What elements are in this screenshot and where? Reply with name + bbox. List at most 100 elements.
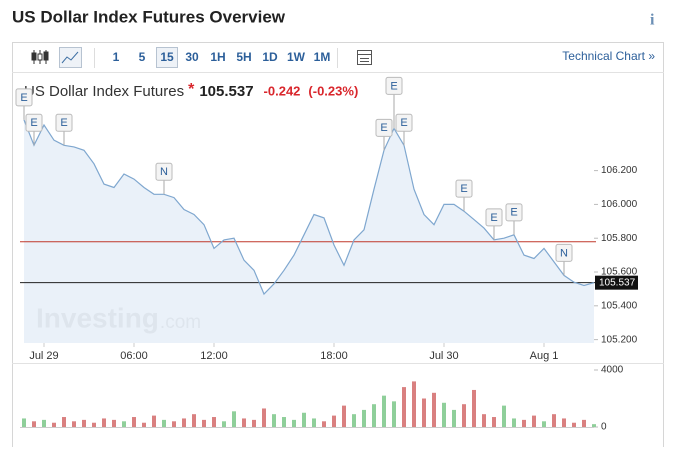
- volume-bar: [362, 409, 366, 427]
- volume-bar: [122, 421, 126, 427]
- volume-bar: [592, 424, 596, 427]
- interval-button[interactable]: 1M: [314, 50, 331, 64]
- volume-bar: [452, 409, 456, 427]
- volume-bar: [502, 405, 506, 427]
- event-marker[interactable]: [555, 243, 573, 262]
- event-marker[interactable]: [155, 162, 173, 181]
- x-tick-label: 12:00: [200, 350, 228, 362]
- x-tick-label: Aug 1: [530, 350, 559, 362]
- interval-button[interactable]: 1W: [287, 50, 306, 64]
- event-label: E: [400, 117, 407, 129]
- volume-bar: [582, 419, 586, 427]
- volume-bar: [492, 417, 496, 427]
- table-icon[interactable]: [357, 50, 372, 65]
- volume-bar: [162, 419, 166, 427]
- event-marker[interactable]: [15, 88, 33, 107]
- x-tick-label: 06:00: [120, 350, 148, 362]
- y-tick-label: 106.000: [601, 199, 638, 210]
- interval-button[interactable]: 15: [160, 50, 174, 64]
- interval-button[interactable]: 1D: [262, 50, 278, 64]
- volume-bar: [102, 418, 106, 427]
- volume-bar: [432, 392, 436, 427]
- volume-bar: [252, 419, 256, 427]
- volume-bar: [202, 419, 206, 427]
- volume-bar: [392, 401, 396, 427]
- event-marker[interactable]: [485, 208, 503, 227]
- volume-bar: [42, 419, 46, 427]
- volume-bar: [472, 389, 476, 427]
- line-icon[interactable]: [59, 47, 82, 68]
- volume-bar: [292, 419, 296, 427]
- event-label: E: [510, 207, 517, 219]
- volume-bar: [442, 402, 446, 427]
- volume-bar: [192, 414, 196, 427]
- panel: [12, 42, 664, 452]
- volume-bar: [522, 419, 526, 427]
- quote-change: -0.242: [264, 83, 301, 98]
- event-label: E: [20, 92, 27, 104]
- volume-bar: [562, 418, 566, 427]
- event-label: N: [160, 166, 168, 178]
- volume-bar: [302, 412, 306, 427]
- volume-bar: [342, 405, 346, 427]
- volume-bar: [92, 422, 96, 427]
- volume-bar: [52, 422, 56, 427]
- volume-bar: [182, 418, 186, 427]
- volume-bar: [312, 418, 316, 427]
- x-tick-label: Jul 29: [29, 350, 58, 362]
- volume-bar: [132, 417, 136, 427]
- volume-bar: [422, 398, 426, 427]
- event-marker[interactable]: [25, 113, 43, 132]
- event-label: E: [390, 80, 397, 92]
- volume-bar: [402, 387, 406, 427]
- volume-bar: [572, 422, 576, 427]
- interval-button[interactable]: 30: [185, 50, 199, 64]
- quote-marker: *: [188, 81, 195, 98]
- event-label: E: [460, 183, 467, 195]
- event-marker[interactable]: [385, 76, 403, 95]
- event-marker[interactable]: [455, 179, 473, 198]
- info-icon[interactable]: i: [650, 12, 655, 29]
- volume-bar: [372, 404, 376, 427]
- volume-bar: [232, 411, 236, 427]
- y-tick-label: 106.200: [601, 165, 638, 176]
- volume-tick-label: 0: [601, 422, 607, 433]
- event-marker[interactable]: [505, 203, 523, 222]
- last-price-box: [595, 275, 638, 290]
- volume-bar: [322, 421, 326, 427]
- event-label: E: [60, 117, 67, 129]
- volume-bar: [462, 404, 466, 427]
- price-line: [23, 119, 595, 296]
- volume-bar: [22, 418, 26, 427]
- volume-bar: [32, 421, 36, 427]
- candles-icon[interactable]: [31, 50, 49, 64]
- x-tick-label: 18:00: [320, 350, 348, 362]
- event-marker[interactable]: [375, 118, 393, 137]
- volume-bar: [482, 414, 486, 427]
- y-tick-label: 105.200: [601, 334, 638, 345]
- instrument-name: US Dollar Index Futures: [24, 83, 184, 100]
- technical-chart-link[interactable]: Technical Chart »: [562, 49, 655, 63]
- interval-button[interactable]: 1H: [210, 50, 225, 64]
- volume-bar: [242, 418, 246, 427]
- volume-bar: [282, 417, 286, 427]
- y-tick-label: 105.800: [601, 233, 638, 244]
- event-label: E: [30, 117, 37, 129]
- last-price-label: 105.537: [599, 277, 636, 288]
- event-marker[interactable]: [395, 113, 413, 132]
- interval-button[interactable]: 1: [113, 50, 120, 64]
- interval-button[interactable]: 5H: [236, 50, 251, 64]
- event-marker[interactable]: [55, 113, 73, 132]
- volume-bar: [222, 421, 226, 427]
- volume-bar: [112, 419, 116, 427]
- event-label: N: [560, 247, 568, 259]
- quote-change-percent: (-0.23%): [308, 83, 358, 98]
- volume-bar: [262, 408, 266, 427]
- x-tick-label: Jul 30: [429, 350, 458, 362]
- page-title: US Dollar Index Futures Overview: [12, 7, 286, 26]
- volume-bar: [542, 421, 546, 427]
- interval-button[interactable]: 5: [139, 50, 146, 64]
- interval-active: [156, 47, 178, 68]
- event-label: E: [490, 212, 497, 224]
